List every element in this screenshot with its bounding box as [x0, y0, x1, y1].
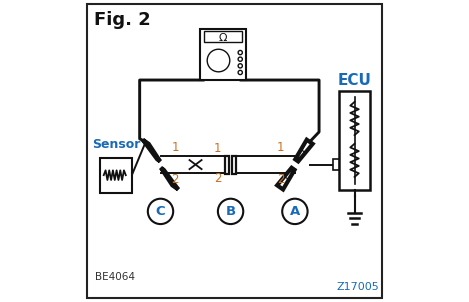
Circle shape [282, 199, 308, 224]
Text: Sensor: Sensor [92, 138, 140, 151]
Text: Ω: Ω [219, 33, 227, 43]
Text: BE4064: BE4064 [95, 272, 135, 282]
Text: ECU: ECU [338, 72, 371, 88]
Text: B: B [226, 205, 235, 218]
Circle shape [148, 199, 173, 224]
Bar [204, 31, 242, 42]
Circle shape [238, 64, 242, 68]
Bar [225, 156, 229, 174]
Bar [200, 29, 246, 80]
Text: 1: 1 [214, 142, 222, 156]
Text: 1: 1 [277, 141, 284, 155]
Circle shape [218, 199, 243, 224]
Text: 2: 2 [171, 173, 179, 186]
Text: Z17005: Z17005 [337, 282, 380, 292]
Text: A: A [290, 205, 300, 218]
Circle shape [238, 70, 242, 75]
Bar [339, 91, 371, 190]
Polygon shape [143, 140, 160, 161]
Text: 2: 2 [277, 173, 284, 186]
Bar [232, 156, 236, 174]
Text: 2: 2 [214, 172, 222, 185]
Bar [100, 158, 132, 193]
Text: Fig. 2: Fig. 2 [94, 11, 151, 29]
Polygon shape [295, 140, 313, 161]
Circle shape [238, 50, 242, 55]
Polygon shape [161, 168, 178, 189]
Circle shape [207, 49, 230, 72]
Bar [333, 159, 339, 170]
Text: C: C [156, 205, 166, 218]
Circle shape [238, 57, 242, 61]
Text: 1: 1 [171, 141, 179, 155]
Polygon shape [277, 168, 295, 189]
